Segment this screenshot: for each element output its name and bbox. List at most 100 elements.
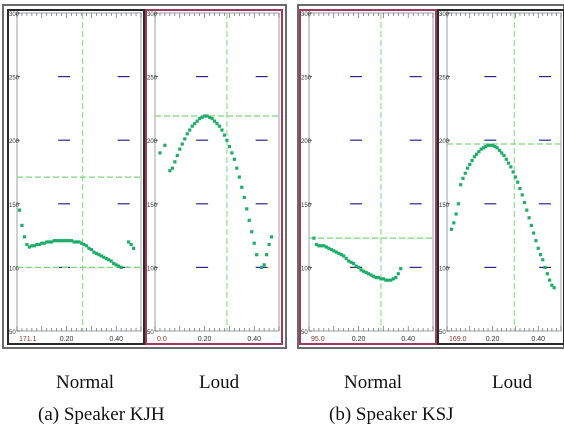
panel-1-normal-pitch-point [112, 261, 116, 266]
panel-2-loud-pitch-point [227, 144, 231, 149]
panel-2-loud-pitch-point [255, 253, 259, 257]
panel-1-normal-pitch-point [92, 250, 96, 254]
panel-2-loud-pitch-point [173, 160, 177, 164]
panel-3-normal-pitch-point [364, 270, 368, 275]
panel-2-loud-plot-area [154, 12, 280, 332]
panel-2-loud-pitch-point [217, 124, 222, 128]
panel-1-normal-corner-value: 171.1 [19, 336, 37, 343]
panel-1-normal-plot-area [16, 12, 142, 332]
panel-1-normal-pitch-point [50, 240, 54, 244]
panel-2-loud-pitch-point [195, 119, 199, 123]
panel-1-normal-pitch-point [84, 244, 89, 248]
panel-1-normal-pitch-point [127, 240, 131, 244]
panel-4-loud-y-tick-label: 50 [439, 330, 446, 336]
panel-4-loud-pitch-point [513, 175, 517, 179]
panel-2-loud-pitch-point [237, 175, 241, 179]
panel-3-normal-pitch-point [366, 272, 371, 276]
panel-2-loud-y-tick-label: 300 [147, 12, 158, 18]
panel-2-loud-pitch-point [193, 122, 197, 126]
panel-4-loud-pitch-point [472, 155, 476, 159]
panel-2-loud-y-tick-label: 250 [147, 76, 158, 82]
panel-1-normal-pitch-point [47, 240, 51, 244]
panel-4-loud-pitch-point [484, 144, 488, 149]
panel-4-loud-x-tick-label: 0.40 [531, 336, 545, 343]
panel-2-loud-pitch-point [178, 147, 182, 151]
panel-2-loud-pitch-point [250, 230, 254, 234]
panel-1-normal-pitch-point [87, 246, 91, 250]
panel-3-normal-pitch-point [384, 278, 388, 282]
panel-1-normal-pitch-point [30, 244, 34, 248]
panel-4-loud-pitch-point [520, 193, 524, 197]
panel-4-loud-plot-area [446, 12, 562, 332]
panel-3-normal-pitch-point [391, 277, 395, 281]
panel-4-loud-pitch-point [543, 265, 547, 269]
panel-3-normal-x-tick-label: 0.20 [352, 336, 366, 343]
caption-speaker-b: (b) Speaker KSJ [329, 404, 454, 425]
panel-1-normal-pitch-point [67, 239, 71, 243]
panel-2-loud-pitch-point [190, 124, 194, 128]
panel-3-normal-pitch-point [312, 236, 316, 240]
panel-1-normal-pitch-point [74, 240, 79, 244]
panel-4-loud-pitch-point [486, 143, 490, 147]
panel-3-normal: 300 250 200 150 100 50 0.20 0.40 95.0 [299, 9, 437, 345]
panel-4-loud-pitch-point [456, 202, 460, 206]
panel-2-loud-pitch-point [245, 207, 249, 211]
panel-2-loud-frame [145, 9, 283, 345]
panel-4-loud-pitch-point [493, 144, 497, 149]
group-b-border [297, 4, 564, 349]
panel-4-loud-pitch-point [538, 253, 543, 257]
panel-4-loud-pitch-point [454, 212, 458, 216]
panel-2-loud-pitch-point [185, 132, 189, 136]
panel-2-loud-y-tick-label: 150 [147, 203, 158, 209]
panel-3-normal-pitch-point [386, 278, 390, 282]
panel-1-normal-pitch-point [97, 253, 101, 257]
panel-4-loud-pitch-point [532, 231, 536, 235]
panel-4-loud-pitch-point [481, 146, 486, 150]
panel-1-normal-pitch-point [117, 264, 121, 268]
panel-3-normal-pitch-point [396, 272, 400, 276]
panel-3-normal-pitch-point [394, 275, 398, 280]
panel-3-normal-pitch-point [342, 254, 346, 258]
panel-1-normal-y-tick-label: 300 [9, 12, 20, 18]
panel-1-normal-y-tick-label: 200 [9, 139, 20, 145]
panel-1-normal-pitch-point [109, 259, 113, 263]
panel-1-normal-pitch-point [40, 241, 44, 245]
panel-3-normal-pitch-point [354, 264, 358, 268]
panel-4-loud-pitch-point [477, 150, 481, 154]
panel-1-normal-pitch-point [37, 242, 41, 247]
panel-4-loud-pitch-point [452, 221, 456, 225]
panel-1-normal-pitch-point [55, 239, 59, 243]
panel-3-normal-y-tick-label: 250 [301, 76, 312, 82]
panel-4-loud-y-tick-label: 250 [439, 76, 450, 82]
panel-3-normal-pitch-point [329, 247, 333, 252]
panel-1-normal-pitch-point [25, 242, 29, 247]
panel-1-normal-x-tick-label: 0.40 [109, 336, 123, 343]
panel-4-loud-pitch-point [516, 180, 520, 184]
panel-2-loud-pitch-point [198, 116, 202, 121]
panel-4-loud-pitch-point [550, 283, 554, 287]
panel-2-loud-pitch-point [183, 137, 187, 141]
panel-4-loud-corner-value: 169.0 [449, 336, 467, 343]
panel-2-loud-pitch-point [220, 128, 224, 132]
panel-1-normal-pitch-point [79, 241, 84, 245]
panel-3-normal-pitch-point [357, 265, 361, 269]
panel-2-loud-pitch-point [242, 195, 246, 200]
panel-4-loud-pitch-point [491, 143, 495, 147]
panel-4-loud-pitch-point [522, 200, 527, 205]
panel-2-loud-pitch-point [158, 151, 162, 155]
panel-1-normal-y-tick-label: 150 [9, 203, 20, 209]
panel-3-normal-y-tick-label: 200 [301, 139, 312, 145]
panel-3-normal-pitch-point [324, 245, 328, 249]
panel-4-loud-pitch-point [475, 152, 479, 156]
panel-1-normal-pitch-point [20, 223, 24, 228]
panel-4-loud-pitch-point [518, 186, 522, 191]
panel-2-loud-y-tick-label: 50 [147, 330, 154, 336]
panel-1-normal-pitch-point [45, 240, 49, 244]
panel-2-loud-pitch-point [188, 128, 192, 132]
caption-loud-b: Loud [492, 372, 533, 393]
panel-1-normal-pitch-point [102, 255, 106, 259]
panel-1-normal-y-tick-label: 50 [9, 330, 16, 336]
panel-3-normal-pitch-point [379, 277, 383, 281]
panel-3-normal-pitch-point [322, 244, 326, 248]
group-a-border [2, 4, 287, 349]
